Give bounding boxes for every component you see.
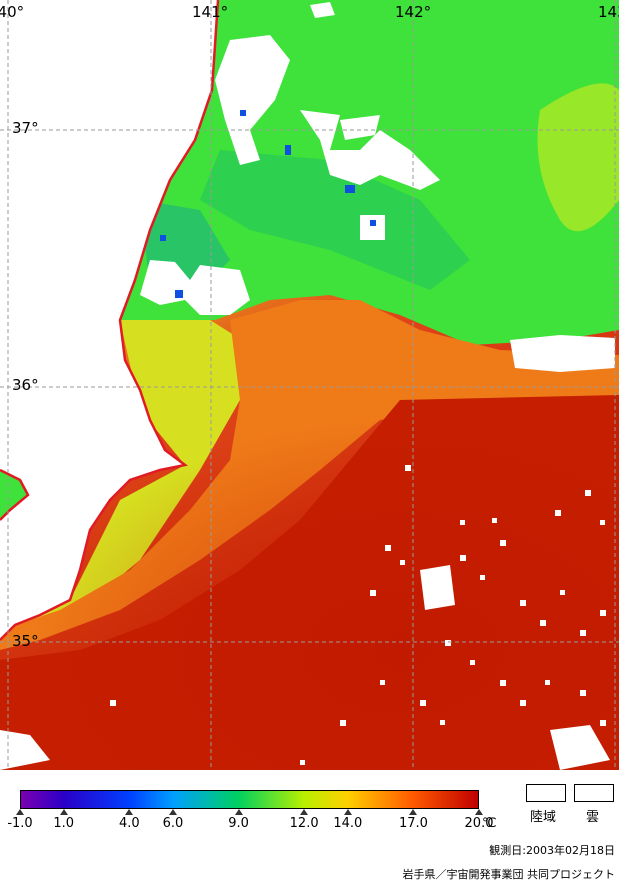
sea-surface-temperature-map: 140° 141° 142° 143° 37° 36° 35°	[0, 0, 619, 770]
colorbar-tick-label: 4.0	[119, 816, 140, 831]
colorbar-tick-mark	[475, 809, 483, 815]
colorbar-tick-label: -1.0	[7, 816, 32, 831]
colorbar-tick-label: 12.0	[290, 816, 319, 831]
land-key-label: 陸域	[530, 806, 556, 825]
colorbar-tick-mark	[169, 809, 177, 815]
colorbar-tick-mark	[60, 809, 68, 815]
unit-label: ℃	[482, 816, 497, 831]
colorbar-tick-mark	[409, 809, 417, 815]
longitude-label: 142°	[395, 3, 431, 21]
cloud-key-swatch	[574, 784, 614, 802]
colorbar-tick-label: 14.0	[333, 816, 362, 831]
longitude-label: 143°	[598, 3, 619, 21]
colorbar-tick-mark	[16, 809, 24, 815]
colorbar-tick-label: 6.0	[163, 816, 184, 831]
latitude-label: 35°	[12, 632, 39, 650]
colorbar-tick-label: 9.0	[228, 816, 249, 831]
colorbar-tick-mark	[125, 809, 133, 815]
colorbar-tick-mark	[235, 809, 243, 815]
colorbar-tick-mark	[300, 809, 308, 815]
observation-date: 観測日:2003年02月18日	[489, 842, 615, 858]
longitude-label: 140°	[0, 3, 24, 21]
credit-text: 岩手県／宇宙開発事業団 共同プロジェクト	[403, 866, 616, 882]
latitude-label: 37°	[12, 119, 39, 137]
latitude-label: 36°	[12, 376, 39, 394]
colorbar-tick-label: 17.0	[399, 816, 428, 831]
colorbar-tick-mark	[344, 809, 352, 815]
temperature-colorbar	[20, 790, 479, 809]
cloud-key-label: 雲	[586, 806, 599, 825]
colorbar-tick-label: 1.0	[53, 816, 74, 831]
longitude-label: 141°	[192, 3, 228, 21]
land-key-swatch	[526, 784, 566, 802]
